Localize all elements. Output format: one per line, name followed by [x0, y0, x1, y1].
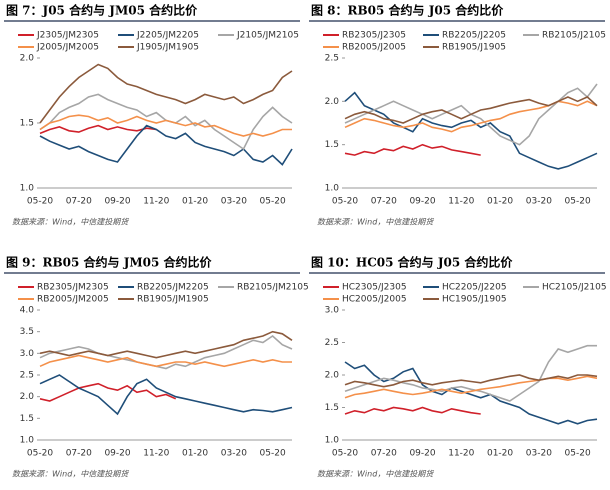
source-note: 数据来源：Wind，中信建投期货 [12, 470, 129, 479]
series-line [39, 63, 293, 124]
y-tick-label: 1.0 [325, 184, 340, 194]
legend-label: J1905/JM1905 [136, 43, 199, 53]
x-tick-label: 03-20 [221, 449, 247, 459]
x-tick-label: 11-20 [448, 449, 474, 459]
y-tick-label: 1.5 [20, 119, 34, 129]
series-line [344, 344, 597, 402]
legend-label: J2205/JM2205 [136, 31, 199, 41]
y-tick-label: 1.0 [20, 184, 35, 194]
legend-label: RB2305/J2305 [342, 31, 406, 41]
x-tick-label: 05-20 [27, 197, 53, 207]
series-line [344, 143, 481, 156]
x-tick-label: 11-20 [448, 197, 474, 207]
legend-label: RB2305/JM2305 [37, 283, 109, 293]
y-tick-label: 1.5 [325, 140, 339, 150]
x-tick-label: 09-20 [104, 449, 130, 459]
legend-label: RB2005/JM2005 [37, 295, 109, 305]
chart-title: 图 10：HC05 合约与 J05 合约比价 [311, 255, 513, 270]
legend-label: J2005/JM2005 [36, 43, 99, 53]
x-tick-label: 05-20 [27, 449, 53, 459]
y-tick-label: 1.5 [20, 414, 34, 424]
y-tick-label: 2.0 [20, 392, 35, 402]
series-line [39, 330, 293, 359]
y-tick-label: 1.0 [325, 436, 340, 446]
y-tick-label: 2.5 [325, 54, 339, 64]
x-tick-label: 07-20 [66, 449, 92, 459]
legend-label: HC2305/J2305 [342, 283, 407, 293]
chart-panel: 图 7：J05 合约与 JM05 合约比价 J2305/JM2305 J2205/J… [4, 3, 300, 227]
source-note: 数据来源：Wind，中信建投期货 [317, 218, 434, 227]
x-tick-label: 01-20 [487, 449, 513, 459]
x-tick-label: 11-20 [143, 449, 169, 459]
x-tick-label: 05-20 [332, 197, 358, 207]
series-line [39, 114, 292, 137]
x-tick-label: 09-20 [409, 197, 435, 207]
legend-label: RB1905/JM1905 [137, 295, 209, 305]
x-tick-label: 05-20 [260, 197, 286, 207]
chart-panel: 图 8：RB05 合约与 J05 合约比价 RB2305/J2305 RB2205/… [309, 3, 606, 227]
chart-panel: 图 9：RB05 合约与 JM05 合约比价 RB2305/JM2305 RB220… [4, 255, 309, 479]
x-tick-label: 07-20 [66, 197, 92, 207]
x-tick-label: 01-20 [182, 197, 208, 207]
y-tick-label: 3.5 [20, 327, 34, 337]
chart-panel: 图 10：HC05 合约与 J05 合约比价 HC2305/J2305 HC2205… [309, 255, 607, 479]
series-line [39, 354, 292, 368]
x-tick-label: 01-20 [487, 197, 513, 207]
chart-title: 图 9：RB05 合约与 JM05 合约比价 [6, 255, 213, 270]
source-note: 数据来源：Wind，中信建投期货 [12, 218, 129, 227]
series-line [39, 93, 293, 151]
chart-title: 图 8：RB05 合约与 J05 合约比价 [311, 3, 504, 18]
legend-label: HC2205/J2205 [442, 283, 507, 293]
y-tick-label: 2.0 [325, 371, 340, 381]
y-tick-label: 2.0 [325, 97, 340, 107]
y-tick-label: 2.5 [325, 338, 339, 348]
y-tick-label: 1.0 [20, 436, 35, 446]
series-line [39, 374, 293, 416]
legend-label: RB2105/J2105 [542, 31, 606, 41]
x-tick-label: 01-20 [182, 449, 208, 459]
series-line [344, 91, 598, 170]
legend-label: HC2105/J2105 [542, 283, 607, 293]
x-tick-label: 07-20 [371, 197, 397, 207]
x-tick-label: 03-20 [526, 197, 552, 207]
legend-label: J2305/JM2305 [36, 31, 99, 41]
x-tick-label: 11-20 [143, 197, 169, 207]
series-line [344, 374, 598, 388]
legend-label: RB2105/JM2105 [237, 283, 309, 293]
legend-label: HC1905/J1905 [442, 295, 507, 305]
series-line [39, 124, 293, 166]
y-tick-label: 1.5 [325, 403, 339, 413]
series-line [344, 406, 481, 415]
series-line [344, 96, 598, 124]
x-tick-label: 03-20 [526, 449, 552, 459]
series-line [39, 334, 293, 370]
x-tick-label: 05-20 [565, 197, 591, 207]
source-note: 数据来源：Wind，中信建投期货 [317, 470, 434, 479]
x-tick-label: 09-20 [409, 449, 435, 459]
x-tick-label: 05-20 [565, 449, 591, 459]
legend-label: RB1905/J1905 [442, 43, 506, 53]
x-tick-label: 03-20 [221, 197, 247, 207]
x-tick-label: 05-20 [332, 449, 358, 459]
y-tick-label: 2.5 [20, 371, 34, 381]
series-line [39, 124, 157, 135]
y-tick-label: 4.0 [20, 306, 35, 316]
legend-label: HC2005/J2005 [342, 295, 407, 305]
x-tick-label: 09-20 [104, 197, 130, 207]
legend-label: RB2005/J2005 [342, 43, 406, 53]
y-tick-label: 3.0 [325, 306, 340, 316]
series-line [344, 375, 598, 399]
x-tick-label: 05-20 [260, 449, 286, 459]
series-line [39, 382, 177, 402]
series-line [344, 361, 598, 425]
legend-label: RB2205/J2205 [442, 31, 506, 41]
chart-title: 图 7：J05 合约与 JM05 合约比价 [6, 3, 198, 18]
legend-label: J2105/JM2105 [236, 31, 299, 41]
y-tick-label: 3.0 [20, 349, 35, 359]
legend-label: RB2205/JM2205 [137, 283, 209, 293]
y-tick-label: 2.0 [20, 54, 35, 64]
x-tick-label: 07-20 [371, 449, 397, 459]
